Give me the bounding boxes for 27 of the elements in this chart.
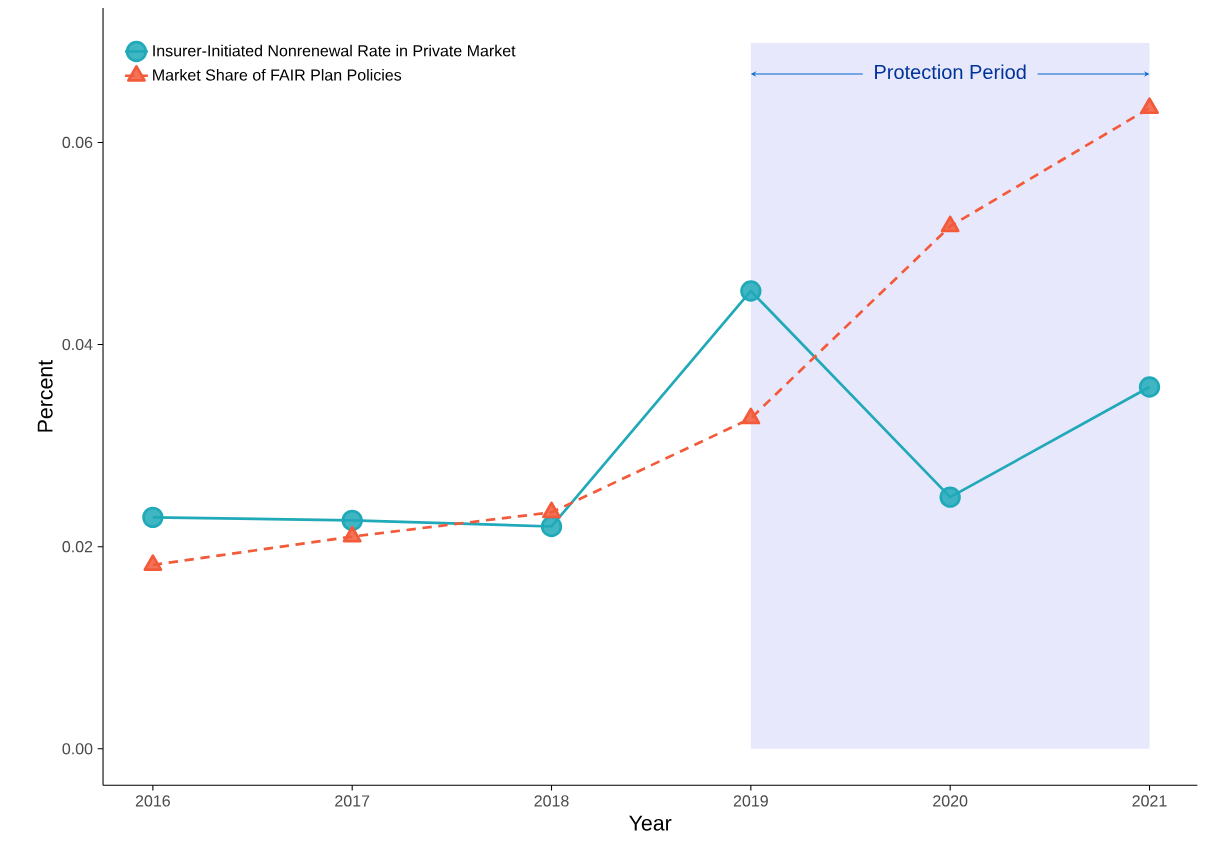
x-tick-label: 2016 — [135, 795, 170, 807]
point — [740, 280, 762, 302]
point — [142, 506, 164, 528]
y-tick-label: 0.00 — [62, 743, 93, 755]
legend-label: Insurer-Initiated Nonrenewal Rate in Private Market — [153, 44, 516, 57]
point — [1138, 376, 1161, 398]
x-tick-label: 2018 — [534, 795, 569, 807]
point — [940, 215, 960, 233]
point — [939, 486, 961, 508]
point — [143, 554, 163, 571]
x-axis-title: Year — [629, 815, 672, 831]
y-tick-label: 0.06 — [62, 136, 93, 148]
y-tick-label: 0.04 — [62, 338, 93, 351]
point — [1140, 97, 1159, 114]
band-label: Protection Period — [875, 64, 1026, 79]
x-tick-label: 2019 — [733, 795, 768, 807]
point — [741, 407, 761, 425]
point — [342, 525, 362, 543]
y-axis-title: Percent — [37, 359, 53, 432]
legend-label: Market Share of FAIR Plan Policies — [153, 68, 402, 81]
point — [540, 515, 563, 538]
point — [341, 509, 363, 531]
x-tick-label: 2021 — [1132, 795, 1167, 807]
x-tick-label: 2020 — [933, 795, 968, 807]
y-tick-label: 0.02 — [62, 540, 93, 553]
point — [542, 501, 561, 519]
x-tick-label: 2017 — [335, 795, 370, 807]
